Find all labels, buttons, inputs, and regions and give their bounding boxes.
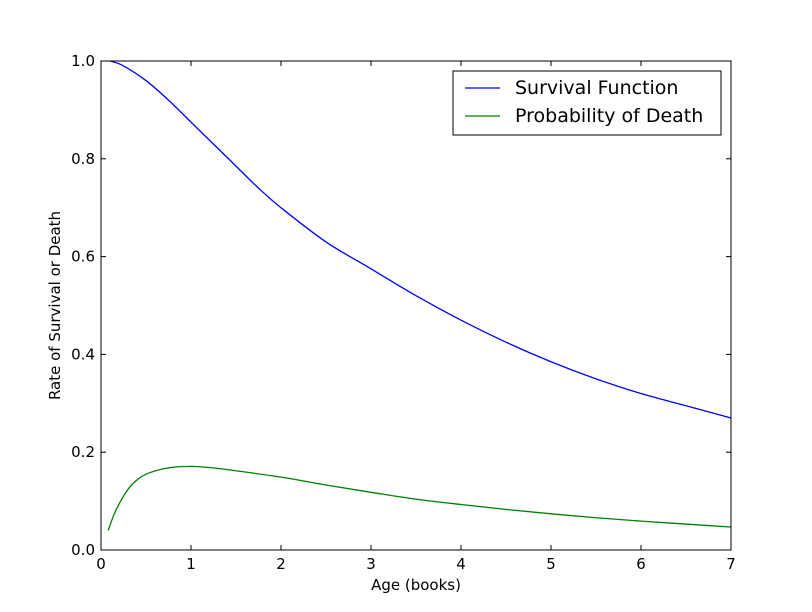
series-line-probability-of-death xyxy=(107,465,732,531)
plot-frame xyxy=(100,60,732,551)
x-tick-label: 4 xyxy=(456,555,466,573)
y-tick-label: 1.0 xyxy=(71,52,95,70)
series-layer xyxy=(107,60,732,531)
y-tick-label: 0.6 xyxy=(71,248,95,266)
series-line-survival-function xyxy=(109,60,732,419)
legend-box xyxy=(452,70,722,136)
x-tick-label: 6 xyxy=(636,555,646,573)
legend-label-death: Probability of Death xyxy=(515,105,703,127)
x-tick-label: 2 xyxy=(276,555,286,573)
x-tick-label: 5 xyxy=(546,555,556,573)
x-tick-label: 7 xyxy=(726,555,736,573)
x-tick-label: 0 xyxy=(96,555,106,573)
y-tick-label: 0.8 xyxy=(71,150,95,168)
plot-background xyxy=(101,61,731,550)
y-tick-label: 0.0 xyxy=(71,541,95,559)
x-tick-label: 3 xyxy=(366,555,376,573)
y-tick-label: 0.4 xyxy=(71,345,95,363)
x-tick-label: 1 xyxy=(186,555,196,573)
legend-label-survival: Survival Function xyxy=(515,77,678,99)
legend: Survival Function Probability of Death xyxy=(452,70,722,136)
y-tick-label: 0.2 xyxy=(71,443,95,461)
y-axis-label: Rate of Survival or Death xyxy=(46,211,64,400)
x-axis-label: Age (books) xyxy=(371,576,461,594)
